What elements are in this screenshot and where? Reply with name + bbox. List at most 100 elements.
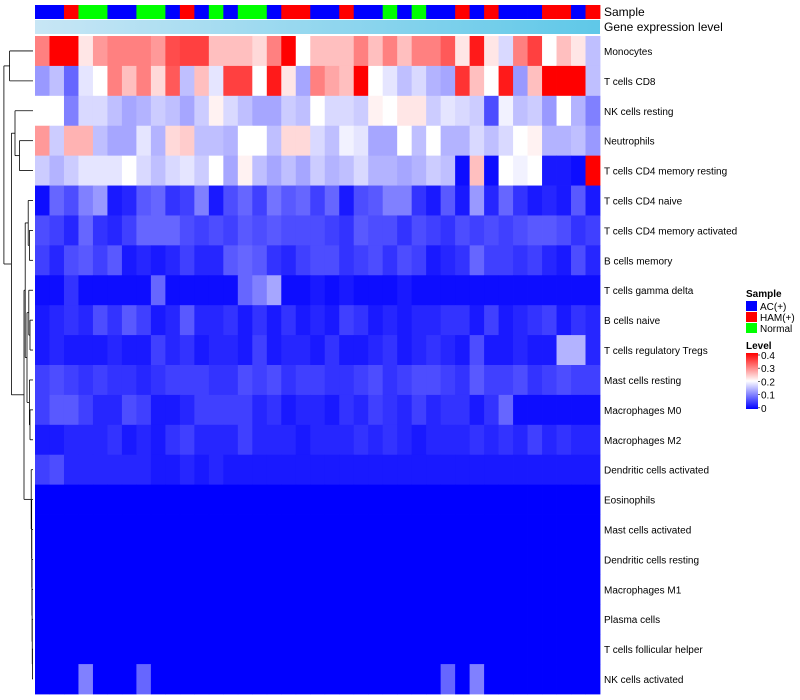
heatmap-cell — [237, 65, 253, 97]
heatmap-cell — [121, 185, 137, 216]
heatmap-cell — [63, 215, 79, 246]
legend-sample-swatch — [746, 301, 757, 311]
heatmap-cell — [295, 634, 311, 665]
heatmap-cell — [585, 604, 601, 635]
heatmap-cell — [179, 394, 195, 426]
heatmap-cell — [266, 394, 282, 426]
heatmap-cell — [556, 394, 572, 426]
heatmap-cell — [397, 65, 413, 97]
heatmap-cell — [281, 664, 297, 695]
sample-cell — [455, 5, 471, 19]
sample-cell — [237, 5, 253, 19]
heatmap-cell — [411, 484, 427, 515]
heatmap-cell — [368, 245, 384, 276]
row-label: T cells CD4 memory resting — [604, 167, 727, 178]
heatmap-cell — [324, 335, 340, 366]
heatmap-cell — [527, 664, 543, 695]
heatmap-cell — [35, 125, 50, 157]
heatmap-cell — [107, 574, 123, 605]
heatmap-cell — [35, 36, 50, 67]
heatmap-cell — [556, 335, 572, 366]
heatmap-cell — [266, 424, 282, 456]
heatmap-cell — [426, 65, 442, 97]
heatmap-cell — [382, 335, 398, 366]
heatmap-cell — [252, 604, 268, 635]
heatmap-cell — [324, 36, 340, 67]
heatmap-cell — [208, 65, 224, 97]
heatmap-cell — [527, 634, 543, 665]
heatmap-cell — [252, 305, 268, 336]
heatmap-cell — [310, 155, 326, 186]
heatmap-cell — [150, 394, 166, 426]
heatmap-cell — [92, 514, 108, 545]
sample-cell — [585, 5, 601, 19]
heatmap-cell — [426, 125, 442, 157]
heatmap-cell — [339, 155, 355, 186]
heatmap-cell — [324, 275, 340, 306]
heatmap-cell — [63, 125, 79, 157]
heatmap-cell — [368, 305, 384, 336]
heatmap-cell — [324, 604, 340, 635]
heatmap-cell — [165, 394, 181, 426]
heatmap-cell — [92, 155, 108, 186]
heatmap-cell — [397, 245, 413, 276]
heatmap-cell — [324, 424, 340, 456]
heatmap-cell — [49, 95, 65, 127]
heatmap-cell — [165, 65, 181, 97]
heatmap-cell — [179, 155, 195, 186]
heatmap-cell — [455, 365, 471, 396]
heatmap-cell — [368, 604, 384, 635]
heatmap-cell — [310, 574, 326, 605]
heatmap-cell — [63, 65, 79, 97]
heatmap-cell — [266, 275, 282, 306]
heatmap-cell — [223, 514, 239, 545]
heatmap-cell — [353, 424, 369, 456]
heatmap-cell — [252, 275, 268, 306]
heatmap-cell — [556, 245, 572, 276]
heatmap-cell — [411, 664, 427, 695]
sample-cell — [266, 5, 282, 19]
row-labels: Monocytes T cells CD8 NK cells resting Neut… — [604, 47, 737, 686]
sample-cell — [208, 5, 224, 19]
legend-sample-entries: AC(+)HAM(+)Normal — [746, 301, 795, 335]
heatmap-cell — [397, 424, 413, 456]
heatmap-cell — [223, 125, 239, 157]
heatmap-cell — [295, 185, 311, 216]
sample-cell — [107, 5, 123, 19]
heatmap-cell — [35, 245, 50, 276]
heatmap-cell — [556, 215, 572, 246]
sample-annotation-bar — [35, 5, 601, 19]
heatmap-cell — [382, 36, 398, 67]
legend-sample-swatch — [746, 323, 757, 333]
heatmap-cell — [353, 544, 369, 575]
heatmap-cell — [179, 245, 195, 276]
heatmap-cell — [542, 454, 557, 486]
heatmap-cell — [295, 305, 311, 336]
heatmap-cell — [469, 275, 485, 306]
heatmap-cell — [223, 484, 239, 515]
heatmap-cell — [469, 305, 485, 336]
heatmap-cell — [571, 155, 586, 186]
heatmap-cell — [78, 95, 94, 127]
heatmap-cell — [194, 215, 210, 246]
heatmap-cell — [484, 574, 499, 605]
heatmap-cell — [527, 604, 543, 635]
heatmap-cell — [542, 484, 557, 515]
heatmap-cell — [397, 514, 413, 545]
heatmap-cell — [368, 424, 384, 456]
heatmap-cell — [35, 365, 50, 396]
heatmap-cell — [136, 125, 152, 157]
heatmap-cell — [527, 95, 543, 127]
heatmap-cell — [165, 514, 181, 545]
heatmap-cell — [237, 125, 253, 157]
sample-cell — [165, 5, 181, 19]
heatmap-cell — [310, 65, 326, 97]
heatmap-cell — [92, 664, 108, 695]
heatmap-cell — [208, 95, 224, 127]
heatmap-cell — [353, 95, 369, 127]
heatmap-cell — [498, 215, 514, 246]
heatmap-cell — [223, 36, 239, 67]
heatmap-cell — [368, 544, 384, 575]
heatmap-cell — [556, 185, 572, 216]
heatmap-cell — [324, 245, 340, 276]
